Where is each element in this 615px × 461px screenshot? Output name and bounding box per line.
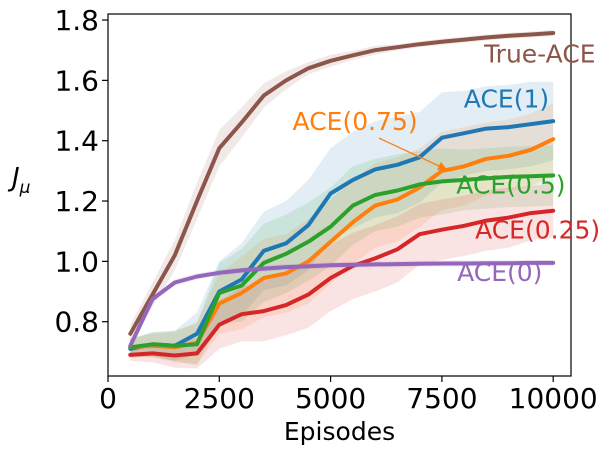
line-ace-0-5 (128, 173, 556, 350)
y-tick-label: 1.8 (54, 4, 99, 37)
y-tick-label: 1.0 (54, 245, 99, 278)
line-ace-1 (128, 119, 556, 351)
band-ace-0-5 (130, 145, 554, 366)
y-axis-label-main: J (7, 163, 20, 193)
x-tick-label: 0 (99, 382, 117, 415)
x-tick-label: 5000 (295, 382, 366, 415)
y-tick-label: 1.4 (54, 125, 99, 158)
y-axis-ticks: 0.8 1.0 1.2 1.4 1.6 1.8 (54, 4, 108, 339)
line-true-ace (128, 31, 556, 336)
label-ace-0-75: ACE(0.75) (293, 107, 418, 136)
line-ace-0 (128, 260, 556, 348)
y-tick-label: 1.2 (54, 185, 99, 218)
y-axis-label-subscript: μ (19, 178, 31, 198)
series-labels: True-ACE ACE(1) ACE(0.75) ACE(0.5) ACE(0.25)… (293, 39, 601, 287)
x-axis-label: Episodes (284, 417, 395, 446)
label-ace-0-5: ACE(0.5) (456, 170, 565, 199)
x-axis-ticks: 0 2500 5000 7500 10000 (99, 376, 598, 415)
annotation-arrow (378, 137, 448, 171)
label-true-ace: True-ACE (483, 39, 596, 68)
plot-frame (107, 13, 572, 377)
x-tick-label: 2500 (184, 382, 255, 415)
label-ace-1: ACE(1) (464, 85, 549, 114)
x-tick-label: 7500 (406, 382, 477, 415)
series-lines (128, 31, 556, 358)
line-ace-0-25 (128, 208, 556, 358)
y-tick-label: 0.8 (54, 306, 99, 339)
label-ace-0: ACE(0) (457, 258, 542, 287)
y-tick-label: 1.6 (54, 64, 99, 97)
y-axis-label: Jμ (7, 163, 31, 198)
label-ace-0-25: ACE(0.25) (475, 216, 600, 245)
band-ace-1 (130, 81, 554, 361)
x-tick-label: 10000 (509, 382, 598, 415)
